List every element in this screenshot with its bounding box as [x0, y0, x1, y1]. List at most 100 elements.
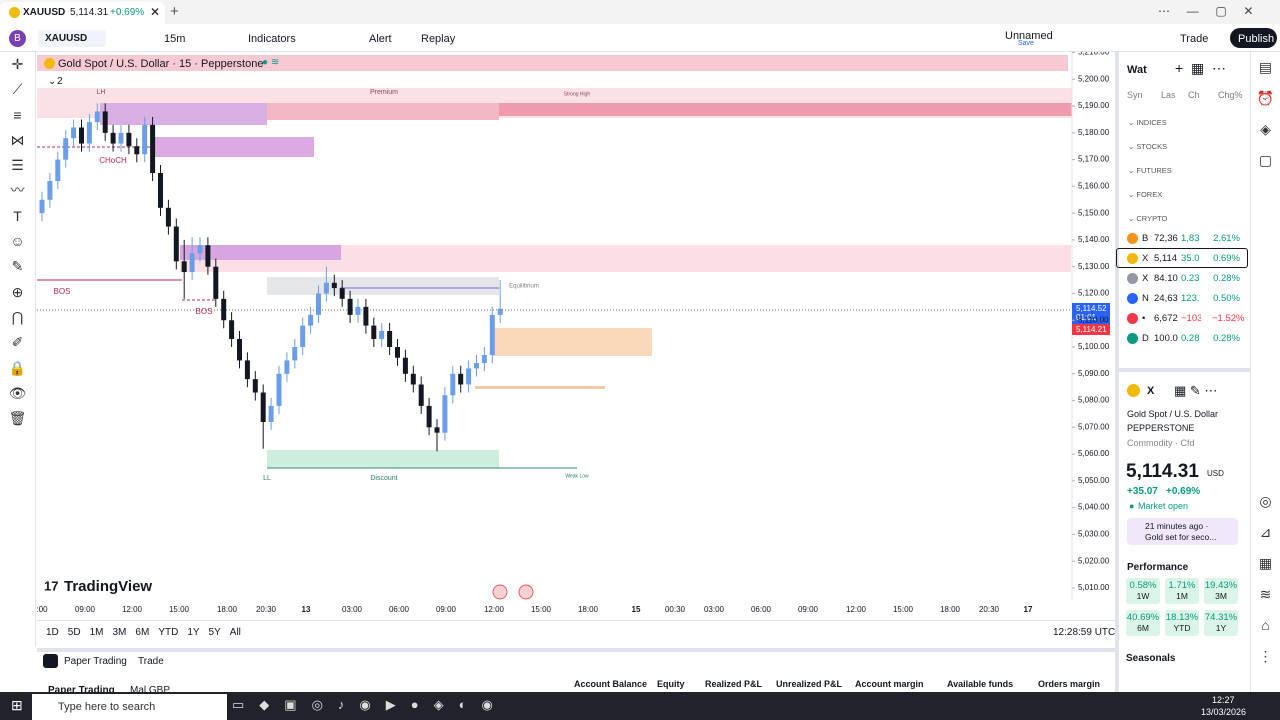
- panel-tab[interactable]: Trade: [138, 656, 164, 667]
- legend-title[interactable]: Gold Spot / U.S. Dollar · 15 · Peppersto…: [58, 58, 264, 70]
- watchlist-symbol[interactable]: •: [1142, 313, 1146, 324]
- new-tab[interactable]: +: [170, 3, 179, 20]
- tab-close[interactable]: ✕: [150, 5, 161, 19]
- candle-body: [426, 405, 432, 428]
- watchlist-change-pct[interactable]: −1.52%: [1212, 313, 1245, 324]
- logo-text: TradingView: [64, 578, 152, 595]
- news-card[interactable]: [1127, 518, 1238, 545]
- interval[interactable]: 15m: [164, 33, 186, 45]
- y-tick-label: 5,140.00: [1078, 235, 1110, 244]
- search-placeholder[interactable]: Type here to search: [58, 701, 156, 713]
- trade-button[interactable]: Trade: [1180, 33, 1209, 45]
- event-icon[interactable]: [492, 584, 508, 600]
- watchlist-change[interactable]: 123.: [1181, 293, 1200, 304]
- watchlist-section[interactable]: ⌄ FOREX: [1128, 190, 1163, 199]
- timeframe[interactable]: 3M: [112, 627, 127, 638]
- y-tick-label: 5,180.00: [1078, 128, 1110, 137]
- watchlist-actions[interactable]: + ▦ ⋯: [1175, 60, 1226, 76]
- symbol-box[interactable]: [38, 30, 106, 47]
- timeframe[interactable]: 6M: [135, 627, 150, 638]
- watchlist-last[interactable]: 100.0: [1154, 333, 1178, 344]
- candle-body: [363, 306, 369, 326]
- indicator-count[interactable]: 2: [57, 76, 63, 87]
- timeframe[interactable]: 5D: [67, 627, 81, 638]
- watchlist-change[interactable]: −103: [1181, 313, 1201, 324]
- demand-line: [475, 386, 605, 389]
- watchlist-section[interactable]: ⌄ FUTURES: [1128, 166, 1172, 175]
- watchlist-last[interactable]: 84.10: [1154, 273, 1178, 284]
- watchlist-change[interactable]: 0.23: [1181, 273, 1200, 284]
- panel-tab[interactable]: Paper Trading: [64, 656, 127, 667]
- drawing-tools[interactable]: ✛ ⟋ ≡ ⋈ ☰ 〰 T ☺ ✎ ⊕ ⋂ ✐ 🔒 👁 🗑: [0, 52, 36, 647]
- watchlist-symbol[interactable]: D: [1142, 333, 1149, 344]
- y-tick-label: 5,130.00: [1078, 262, 1110, 271]
- candle-body: [237, 338, 242, 361]
- watchlist-column[interactable]: Ch: [1188, 90, 1200, 100]
- candle-body: [481, 355, 487, 364]
- watchlist-section[interactable]: ⌄ INDICES: [1128, 118, 1167, 127]
- start-button[interactable]: ⊞: [11, 697, 23, 713]
- watchlist-symbol[interactable]: X: [1142, 273, 1149, 284]
- y-tick-label: 5,030.00: [1078, 530, 1110, 539]
- timeframe[interactable]: 1M: [89, 627, 104, 638]
- search-box[interactable]: [32, 694, 227, 720]
- window-controls[interactable]: ⋯ — ▢ ✕: [1158, 4, 1254, 18]
- publish-button[interactable]: Publish: [1238, 33, 1275, 45]
- watchlist-symbol[interactable]: N: [1142, 293, 1149, 304]
- watchlist-section[interactable]: ⌄ STOCKS: [1128, 142, 1168, 151]
- watchlist-icon: [1127, 333, 1138, 344]
- account-select[interactable]: Paper Trading: [48, 685, 115, 696]
- symbol-search[interactable]: XAUUSD: [45, 33, 88, 44]
- timeframe[interactable]: All: [229, 627, 241, 638]
- avatar[interactable]: B: [9, 30, 26, 47]
- detail-actions[interactable]: ▦ ✎ ⋯: [1174, 383, 1218, 398]
- candle-body: [442, 395, 448, 433]
- detail-change-pct: +0.69%: [1166, 486, 1201, 497]
- watchlist-last[interactable]: 5,114: [1154, 253, 1178, 264]
- watchlist-section[interactable]: ⌄ CRYPTO: [1128, 214, 1168, 223]
- watchlist-column[interactable]: Syn: [1127, 90, 1143, 100]
- event-icon[interactable]: [518, 584, 534, 600]
- candle-body: [181, 261, 187, 273]
- save-button[interactable]: Save: [1018, 40, 1034, 47]
- candle-body: [142, 124, 148, 155]
- layout-name[interactable]: Unnamed: [1005, 30, 1053, 42]
- watchlist-column[interactable]: Chg%: [1218, 90, 1243, 100]
- y-tick-label: 5,210.00: [1078, 52, 1110, 57]
- discount-label: Discount: [370, 475, 397, 482]
- timeframe[interactable]: YTD: [158, 627, 179, 638]
- timeframe[interactable]: 1D: [46, 627, 59, 638]
- replay-button[interactable]: Replay: [421, 33, 456, 45]
- watchlist-change-pct[interactable]: 0.28%: [1213, 333, 1240, 344]
- order-block: [267, 103, 499, 120]
- browser-tab[interactable]: [0, 2, 165, 24]
- watchlist-symbol[interactable]: B: [1142, 233, 1149, 244]
- watchlist-title[interactable]: Wat: [1127, 64, 1147, 76]
- watchlist-change-pct[interactable]: 0.28%: [1213, 273, 1240, 284]
- watchlist-last[interactable]: 72,36: [1154, 233, 1178, 244]
- news-text[interactable]: 21 minutes ago · Gold set for seco...: [1145, 521, 1217, 542]
- publish-pill[interactable]: [1230, 28, 1277, 48]
- indicators-button[interactable]: Indicators: [248, 33, 296, 45]
- watchlist-change-pct[interactable]: 0.50%: [1213, 293, 1240, 304]
- taskbar-apps[interactable]: ▭◆▣◎♪◉▶●◈◐◉: [232, 697, 508, 712]
- watchlist-last[interactable]: 6,672: [1154, 313, 1178, 324]
- watchlist-column[interactable]: Las: [1161, 90, 1176, 100]
- timeframe[interactable]: 5Y: [208, 627, 221, 638]
- timeframe[interactable]: 1Y: [187, 627, 200, 638]
- watchlist-change[interactable]: 0.28: [1181, 333, 1200, 344]
- currency-select[interactable]: Mal GBP: [130, 685, 171, 696]
- alert-button[interactable]: Alert: [369, 33, 392, 45]
- watchlist-change[interactable]: 1,83: [1181, 233, 1200, 244]
- watchlist-last[interactable]: 24,63: [1154, 293, 1178, 304]
- watchlist-change-pct[interactable]: 0.69%: [1213, 253, 1240, 264]
- watchlist-symbol[interactable]: X: [1142, 253, 1149, 264]
- watchlist-change[interactable]: 35.0: [1181, 253, 1200, 264]
- right-toolbar[interactable]: ▤ ⏰ ◈ ▢ ◎ ⊿ ▦ ≋ ⌂ ⋮: [1250, 52, 1280, 692]
- detail-kind: Commodity · Cfd: [1127, 438, 1195, 448]
- performance-period: 6M: [1137, 623, 1149, 633]
- timeframe-bar: [37, 620, 1115, 646]
- watchlist-change-pct[interactable]: 2.61%: [1213, 233, 1240, 244]
- account-column: Orders margin: [1038, 679, 1101, 689]
- indicator-toggle[interactable]: ⌄: [48, 76, 57, 87]
